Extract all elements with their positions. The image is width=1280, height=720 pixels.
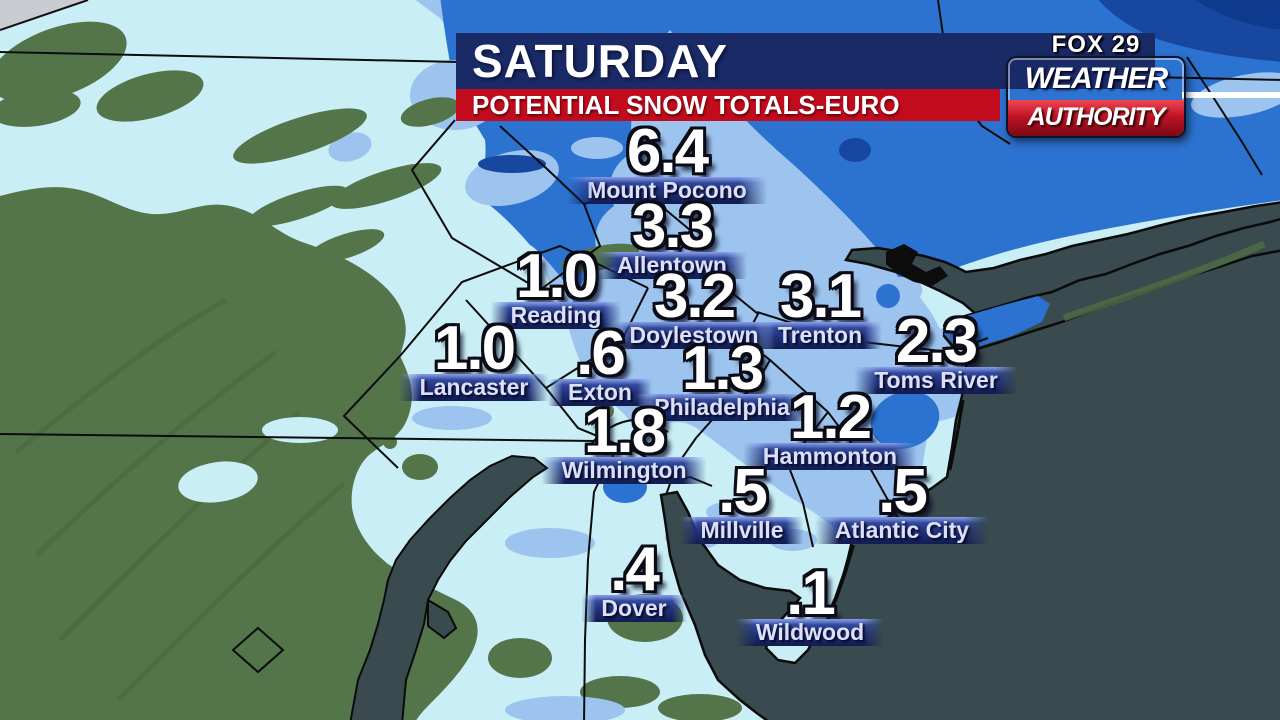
snow-station: 1.3 Philadelphia xyxy=(634,334,809,421)
nyc-landmass xyxy=(886,244,948,286)
city-label: Toms River xyxy=(854,366,1018,394)
city-label: Allentown xyxy=(597,251,747,279)
snow-total-value: .6 xyxy=(576,319,626,388)
heavy-snow-spots xyxy=(478,138,871,173)
snow-total-value: 1.3 xyxy=(681,334,764,403)
snow-station: .1 Wildwood xyxy=(736,559,884,646)
logo-accent-line xyxy=(1182,92,1280,98)
snow-station: 2.3 Toms River xyxy=(854,307,1018,394)
snow-total-value: .1 xyxy=(786,559,836,628)
city-label: Wildwood xyxy=(736,618,884,646)
snow-total-value: 3.2 xyxy=(653,262,736,331)
snow-station: 3.3 Allentown xyxy=(597,192,747,279)
logo-weather-text: WEATHER xyxy=(1024,62,1168,95)
snow-total-value: .4 xyxy=(610,535,660,604)
fox29-wordmark: FOX 29 xyxy=(1051,31,1141,58)
logo-authority-text: AUTHORITY xyxy=(1008,100,1184,136)
city-label: Trenton xyxy=(758,321,882,349)
snow-station: .6 Exton xyxy=(548,319,652,406)
snow-total-value: 2.3 xyxy=(895,307,978,376)
long-island xyxy=(942,217,1280,352)
city-label: Mount Pocono xyxy=(567,176,767,204)
snow-total-value: 1.8 xyxy=(583,397,666,466)
snow-station: 1.0 Lancaster xyxy=(400,314,549,401)
city-label: Hammonton xyxy=(743,442,917,470)
city-label: Lancaster xyxy=(400,373,549,401)
snow-total-value: 3.3 xyxy=(631,192,714,261)
snow-total-value: 1.0 xyxy=(433,314,516,383)
snow-station: 3.1 Trenton xyxy=(758,262,882,349)
snow-total-value: 1.2 xyxy=(789,383,872,452)
snow-total-value: .5 xyxy=(718,457,768,526)
map-edge-line xyxy=(0,0,89,31)
snow-station: .4 Dover xyxy=(581,535,686,622)
city-label: Atlantic City xyxy=(815,516,989,544)
header-day-banner: SATURDAY xyxy=(456,33,1155,89)
snow-station: .5 Millville xyxy=(680,457,803,544)
logo-box: WEATHER AUTHORITY xyxy=(1006,56,1186,138)
ridge-texture xyxy=(14,297,346,702)
snow-station: 3.2 Doylestown xyxy=(609,262,778,349)
barrier-islands xyxy=(826,399,965,617)
snow-total-value: 1.0 xyxy=(515,242,598,311)
snow-station: .5 Atlantic City xyxy=(815,457,989,544)
fox29-weather-authority-logo: FOX 29 WEATHER AUTHORITY xyxy=(1004,33,1188,138)
city-label: Philadelphia xyxy=(634,393,809,421)
city-label: Doylestown xyxy=(609,321,778,349)
city-label: Wilmington xyxy=(542,456,707,484)
snow-total-value: .5 xyxy=(878,457,928,526)
terrain xyxy=(0,21,742,720)
day-title: SATURDAY xyxy=(472,35,728,87)
city-label: Millville xyxy=(680,516,803,544)
snow-heaviest-region xyxy=(1195,0,1280,30)
city-label: Reading xyxy=(491,301,622,329)
header-subtitle-banner: POTENTIAL SNOW TOTALS-EURO xyxy=(456,89,1000,121)
atlantic-ocean xyxy=(659,201,1280,720)
snow-station: 6.4 Mount Pocono xyxy=(567,117,767,204)
trace-pocket xyxy=(429,172,465,192)
snow-station: 1.0 Reading xyxy=(491,242,622,329)
subtitle-text: POTENTIAL SNOW TOTALS-EURO xyxy=(472,89,900,120)
snow-station: 1.8 Wilmington xyxy=(542,397,707,484)
snow-total-value: 6.4 xyxy=(626,117,709,186)
city-label: Exton xyxy=(548,378,652,406)
snow-total-value: 3.1 xyxy=(779,262,862,331)
chesapeake-bay xyxy=(349,454,549,720)
city-label: Dover xyxy=(581,594,686,622)
snow-station: 1.2 Hammonton xyxy=(743,383,917,470)
